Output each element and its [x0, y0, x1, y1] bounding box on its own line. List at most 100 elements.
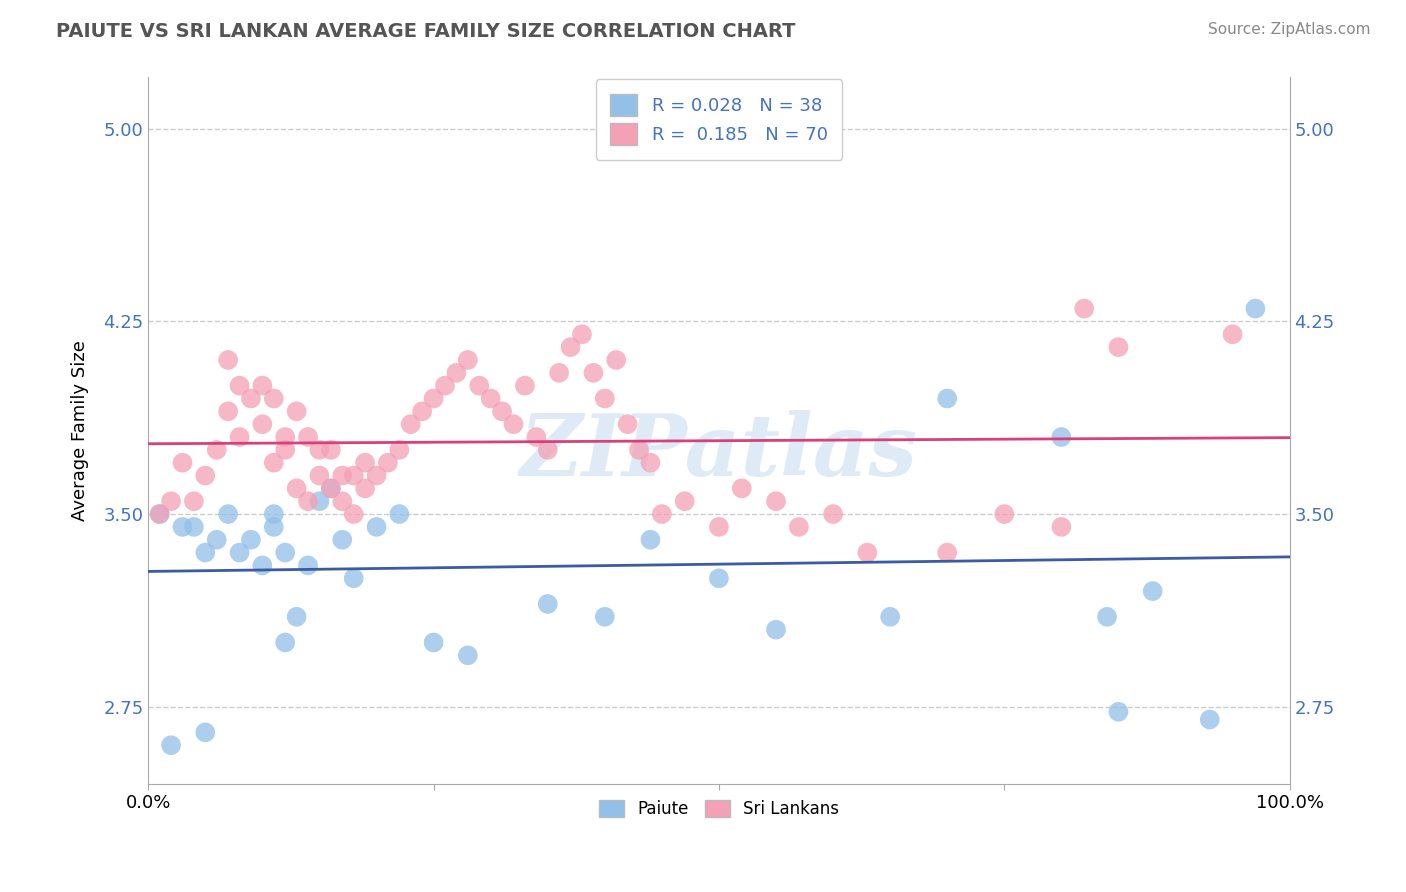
Point — [343, 571, 366, 585]
Point — [308, 468, 330, 483]
Point — [330, 494, 353, 508]
Point — [319, 482, 342, 496]
Point — [548, 366, 571, 380]
Point — [765, 494, 787, 508]
Point — [993, 507, 1015, 521]
Point — [388, 507, 411, 521]
Point — [252, 417, 274, 432]
Point — [205, 442, 228, 457]
Point — [183, 494, 205, 508]
Point — [343, 507, 366, 521]
Point — [1095, 609, 1118, 624]
Text: Source: ZipAtlas.com: Source: ZipAtlas.com — [1208, 22, 1371, 37]
Point — [787, 520, 810, 534]
Point — [149, 507, 172, 521]
Point — [172, 520, 194, 534]
Point — [228, 430, 250, 444]
Point — [239, 533, 262, 547]
Point — [537, 597, 560, 611]
Point — [263, 456, 285, 470]
Point — [879, 609, 901, 624]
Point — [205, 533, 228, 547]
Text: ZIPatlas: ZIPatlas — [520, 410, 918, 493]
Point — [411, 404, 433, 418]
Point — [1107, 705, 1129, 719]
Point — [194, 545, 217, 559]
Point — [354, 482, 377, 496]
Point — [297, 494, 319, 508]
Point — [628, 442, 651, 457]
Point — [457, 353, 479, 368]
Point — [183, 520, 205, 534]
Point — [274, 430, 297, 444]
Point — [194, 468, 217, 483]
Point — [640, 533, 662, 547]
Point — [172, 456, 194, 470]
Legend: Paiute, Sri Lankans: Paiute, Sri Lankans — [592, 793, 846, 825]
Point — [640, 456, 662, 470]
Point — [593, 609, 616, 624]
Point — [616, 417, 638, 432]
Point — [707, 571, 730, 585]
Point — [1222, 327, 1244, 342]
Point — [936, 392, 959, 406]
Point — [457, 648, 479, 663]
Point — [252, 558, 274, 573]
Point — [149, 507, 172, 521]
Point — [446, 366, 468, 380]
Point — [263, 520, 285, 534]
Point — [537, 442, 560, 457]
Point — [560, 340, 582, 354]
Point — [217, 353, 239, 368]
Point — [263, 507, 285, 521]
Point — [707, 520, 730, 534]
Point — [354, 456, 377, 470]
Point — [366, 520, 388, 534]
Point — [936, 545, 959, 559]
Point — [1050, 430, 1073, 444]
Point — [274, 442, 297, 457]
Point — [605, 353, 627, 368]
Point — [330, 468, 353, 483]
Point — [513, 378, 536, 392]
Point — [1142, 584, 1164, 599]
Point — [330, 533, 353, 547]
Point — [319, 482, 342, 496]
Text: PAIUTE VS SRI LANKAN AVERAGE FAMILY SIZE CORRELATION CHART: PAIUTE VS SRI LANKAN AVERAGE FAMILY SIZE… — [56, 22, 796, 41]
Point — [1107, 340, 1129, 354]
Point — [582, 366, 605, 380]
Point — [651, 507, 673, 521]
Point — [308, 442, 330, 457]
Point — [1050, 520, 1073, 534]
Point — [160, 738, 183, 752]
Point — [239, 392, 262, 406]
Point — [217, 404, 239, 418]
Point — [593, 392, 616, 406]
Point — [274, 635, 297, 649]
Point — [434, 378, 457, 392]
Y-axis label: Average Family Size: Average Family Size — [72, 340, 89, 521]
Point — [343, 468, 366, 483]
Point — [502, 417, 524, 432]
Point — [285, 609, 308, 624]
Point — [274, 545, 297, 559]
Point — [319, 442, 342, 457]
Point — [366, 468, 388, 483]
Point — [377, 456, 399, 470]
Point — [228, 545, 250, 559]
Point — [194, 725, 217, 739]
Point — [388, 442, 411, 457]
Point — [1244, 301, 1267, 316]
Point — [765, 623, 787, 637]
Point — [252, 378, 274, 392]
Point — [160, 494, 183, 508]
Point — [422, 392, 444, 406]
Point — [399, 417, 422, 432]
Point — [263, 392, 285, 406]
Point — [217, 507, 239, 521]
Point — [228, 378, 250, 392]
Point — [856, 545, 879, 559]
Point — [297, 558, 319, 573]
Point — [491, 404, 513, 418]
Point — [285, 404, 308, 418]
